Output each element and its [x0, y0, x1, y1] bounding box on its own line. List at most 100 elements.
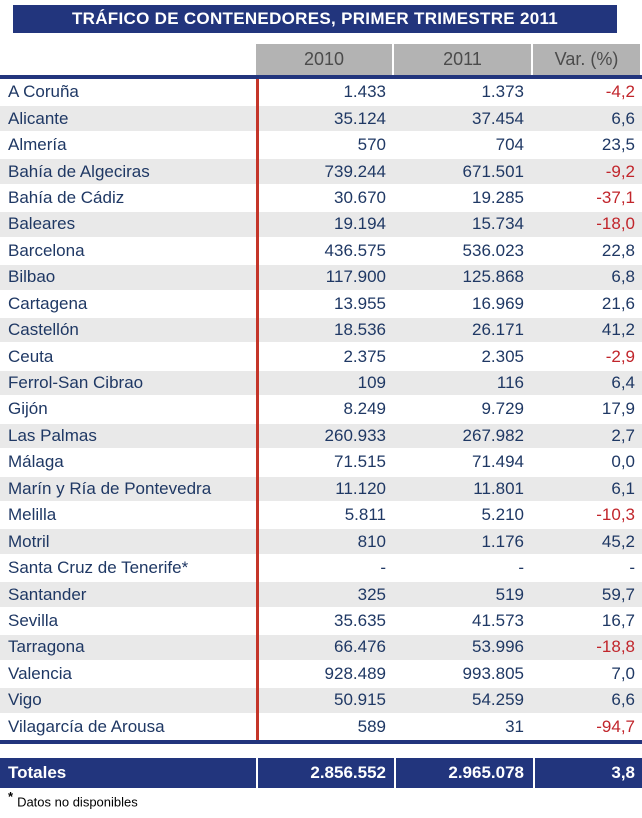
value-2010-cell: 8.249 [343, 399, 386, 419]
table-row: Valencia 928.489 993.805 7,0 [0, 661, 642, 687]
column-header-2010: 2010 [256, 44, 392, 75]
var-pct-cell: 6,8 [611, 267, 635, 287]
value-2011-cell: - [518, 558, 524, 578]
value-2011-cell: 41.573 [472, 610, 524, 630]
value-2011-cell: 671.501 [462, 161, 524, 181]
var-pct-cell: 6,4 [611, 373, 635, 393]
port-name-cell: Santa Cruz de Tenerife* [8, 558, 189, 578]
var-pct-cell: 45,2 [601, 531, 635, 551]
value-2010-cell: 30.670 [334, 187, 386, 207]
value-2011-cell: 5.210 [481, 505, 524, 525]
value-2011-cell: 267.982 [462, 425, 524, 445]
value-2010-cell: 589 [357, 716, 386, 736]
value-2011-cell: 704 [495, 135, 524, 155]
port-name-cell: Motril [8, 531, 50, 551]
footnote: * Datos no disponibles [8, 789, 138, 809]
port-name-cell: Valencia [8, 663, 72, 683]
table-row: A Coruña 1.433 1.373 -4,2 [0, 79, 642, 105]
value-2011-cell: 125.868 [462, 267, 524, 287]
var-pct-cell: 7,0 [611, 663, 635, 683]
value-2010-cell: 19.194 [334, 214, 386, 234]
value-2010-cell: 739.244 [324, 161, 386, 181]
table-row: Santander 325 519 59,7 [0, 581, 642, 608]
value-2011-cell: 519 [495, 584, 524, 604]
port-name-cell: Baleares [8, 214, 76, 234]
value-2010-cell: 13.955 [334, 293, 386, 313]
body-bottom-rule [0, 740, 642, 744]
var-pct-cell: 16,7 [601, 610, 635, 630]
table-header: 2010 2011 Var. (%) [0, 44, 642, 75]
port-name-cell: Vilagarcía de Arousa [8, 716, 165, 736]
var-pct-cell: -94,7 [596, 716, 635, 736]
header-divider-rule [0, 75, 642, 79]
value-2011-cell: 37.454 [472, 108, 524, 128]
value-2010-cell: 325 [357, 584, 386, 604]
var-pct-cell: 6,1 [611, 478, 635, 498]
var-pct-cell: 22,8 [601, 240, 635, 260]
value-2011-cell: 1.176 [481, 531, 524, 551]
table-row: Vigo 50.915 54.259 6,6 [0, 687, 642, 714]
value-2010-cell: 5.811 [344, 505, 386, 525]
port-name-cell: Barcelona [8, 240, 85, 260]
port-name-cell: Alicante [8, 108, 69, 128]
port-name-cell: Vigo [8, 690, 42, 710]
port-name-cell: Las Palmas [8, 425, 97, 445]
var-pct-cell: 59,7 [601, 584, 635, 604]
value-2011-cell: 15.734 [472, 214, 524, 234]
value-2010-cell: 109 [357, 373, 386, 393]
value-2011-cell: 53.996 [472, 637, 524, 657]
var-pct-cell: 21,6 [601, 293, 635, 313]
totals-row: Totales 2.856.552 2.965.078 3,8 [0, 758, 642, 788]
port-name-cell: Santander [8, 584, 87, 604]
value-2011-cell: 9.729 [481, 399, 524, 419]
var-pct-cell: -2,9 [605, 346, 635, 366]
var-pct-cell: -18,0 [596, 214, 635, 234]
port-name-cell: Melilla [8, 505, 57, 525]
var-pct-cell: 6,6 [611, 690, 635, 710]
totals-label: Totales [8, 763, 67, 782]
port-name-cell: Bahía de Cádiz [8, 187, 125, 207]
value-2010-cell: 570 [357, 135, 386, 155]
port-name-cell: Ceuta [8, 346, 54, 366]
table-body: A Coruña 1.433 1.373 -4,2 Alicante 35.124 37.4… [0, 79, 642, 740]
value-2010-cell: 66.476 [334, 637, 386, 657]
var-pct-cell: -37,1 [596, 187, 635, 207]
var-pct-cell: 17,9 [601, 399, 635, 419]
footnote-marker: * [8, 789, 14, 804]
table-row: Santa Cruz de Tenerife* - - - [0, 555, 642, 581]
value-2010-cell: - [380, 558, 386, 578]
table-row: Málaga 71.515 71.494 0,0 [0, 449, 642, 475]
title-bar: TRÁFICO DE CONTENEDORES, PRIMER TRIMESTR… [13, 5, 617, 33]
var-pct-cell: 41,2 [601, 320, 635, 340]
totals-2010: 2.856.552 [256, 758, 394, 788]
value-2011-cell: 19.285 [472, 187, 524, 207]
value-2011-cell: 11.801 [473, 478, 524, 498]
value-2011-cell: 26.171 [472, 320, 524, 340]
value-2010-cell: 50.915 [334, 690, 386, 710]
port-name-cell: A Coruña [8, 82, 79, 102]
table-row: Cartagena 13.955 16.969 21,6 [0, 291, 642, 317]
table-row: Almería 570 704 23,5 [0, 132, 642, 158]
value-2010-cell: 18.536 [334, 320, 386, 340]
var-pct-cell: 23,5 [601, 135, 635, 155]
value-2011-cell: 536.023 [462, 240, 524, 260]
table-row: Barcelona 436.575 536.023 22,8 [0, 238, 642, 264]
value-2010-cell: 117.900 [325, 267, 386, 287]
port-name-cell: Marín y Ría de Pontevedra [8, 478, 212, 498]
var-pct-cell: -9,2 [605, 161, 635, 181]
port-name-cell: Sevilla [8, 610, 59, 630]
table-row: Castellón 18.536 26.171 41,2 [0, 316, 642, 344]
value-2011-cell: 16.969 [472, 293, 524, 313]
value-2011-cell: 1.373 [481, 82, 524, 102]
value-2010-cell: 11.120 [335, 478, 386, 498]
value-2011-cell: 31 [505, 716, 524, 736]
var-pct-cell: -18,8 [596, 637, 635, 657]
var-pct-cell: 0,0 [611, 452, 635, 472]
table-row: Motril 810 1.176 45,2 [0, 528, 642, 555]
table-row: Gijón 8.249 9.729 17,9 [0, 396, 642, 422]
port-name-cell: Tarragona [8, 637, 85, 657]
port-name-cell: Málaga [8, 452, 64, 472]
port-name-cell: Cartagena [8, 293, 88, 313]
var-pct-cell: 2,7 [611, 425, 635, 445]
